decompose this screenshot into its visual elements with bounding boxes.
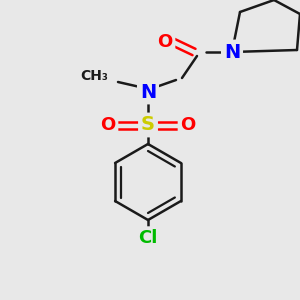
- Text: Cl: Cl: [138, 229, 158, 247]
- Text: O: O: [158, 33, 172, 51]
- Text: N: N: [224, 43, 240, 61]
- Text: CH₃: CH₃: [80, 69, 108, 83]
- Text: O: O: [180, 116, 196, 134]
- Text: S: S: [141, 116, 155, 134]
- Text: O: O: [100, 116, 116, 134]
- Text: N: N: [140, 82, 156, 101]
